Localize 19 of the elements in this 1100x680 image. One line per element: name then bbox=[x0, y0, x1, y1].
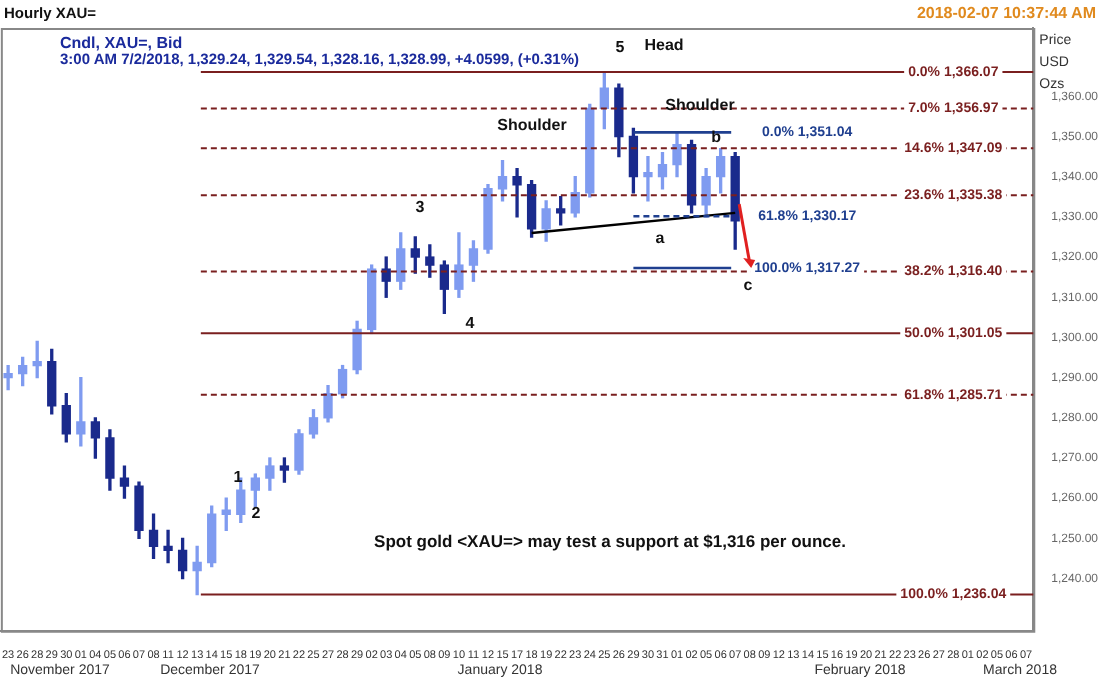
annotation: b bbox=[711, 128, 722, 147]
candlestick bbox=[512, 167, 522, 218]
annotation: 2 bbox=[251, 504, 262, 523]
candlestick bbox=[192, 545, 202, 596]
annotation: a bbox=[655, 229, 666, 248]
annotation: Shoulder bbox=[497, 116, 567, 135]
candlestick bbox=[163, 529, 173, 564]
annotation: c bbox=[743, 276, 754, 295]
annotation: Head bbox=[644, 36, 684, 55]
annotation: 3 bbox=[415, 198, 426, 217]
annotation: 4 bbox=[465, 314, 476, 333]
annotation: Spot gold <XAU=> may test a support at $1,316 per ounce. bbox=[374, 530, 846, 551]
annotation: Shoulder bbox=[665, 96, 735, 115]
text: 2018-02-07 10:37:44 AM bbox=[916, 4, 1097, 23]
candlestick bbox=[3, 364, 13, 391]
annotation: 1 bbox=[233, 468, 244, 487]
annotation: 5 bbox=[615, 38, 626, 57]
text: Cndl, XAU=, Bid bbox=[60, 34, 183, 53]
candlestick bbox=[643, 155, 653, 202]
